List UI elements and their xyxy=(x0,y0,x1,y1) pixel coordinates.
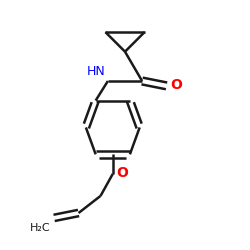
Text: HN: HN xyxy=(87,65,106,78)
Text: O: O xyxy=(170,78,182,92)
Text: H₂C: H₂C xyxy=(30,223,50,233)
Text: O: O xyxy=(116,166,128,180)
